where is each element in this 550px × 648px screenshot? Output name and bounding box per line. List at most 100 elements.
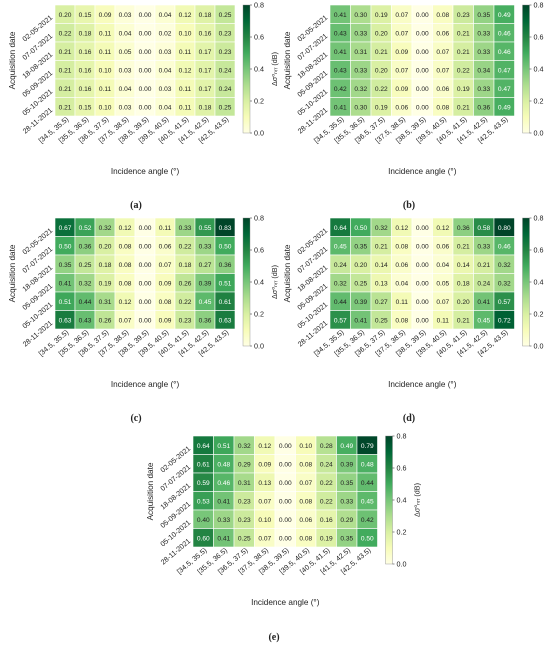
cell-value-label: 0.07: [395, 12, 408, 19]
cell-value-label: 0.00: [139, 105, 152, 112]
cell-value-label: 0.12: [179, 12, 192, 19]
cell-value-label: 0.00: [139, 86, 152, 93]
cell-value-label: 0.30: [354, 12, 367, 19]
cell-value-label: 0.08: [119, 281, 132, 288]
x-axis-label: Incidence angle (°): [388, 380, 457, 389]
cell-value-label: 0.23: [457, 12, 470, 19]
cell-value-label: 0.41: [477, 299, 490, 306]
heatmap-cell: [214, 310, 236, 330]
cell-value-label: 0.32: [498, 281, 511, 288]
cell-value-label: 0.61: [197, 462, 210, 469]
cell-value-label: 0.15: [79, 12, 92, 19]
colorbar-tick-label: 0.2: [534, 310, 544, 319]
cell-value-label: 0.20: [375, 68, 388, 75]
colorbar-tick-label: 0.6: [254, 246, 264, 255]
cell-value-label: 0.21: [375, 244, 388, 251]
cell-value-label: 0.19: [99, 281, 112, 288]
cell-value-label: 0.08: [299, 462, 312, 469]
colorbar: [522, 4, 530, 134]
cell-value-label: 0.28: [320, 443, 333, 450]
cell-value-label: 0.64: [334, 225, 347, 232]
cell-value-label: 0.00: [279, 443, 292, 450]
cell-value-label: 0.14: [457, 262, 470, 269]
cell-value-label: 0.00: [139, 244, 152, 251]
cell-value-label: 0.00: [139, 299, 152, 306]
cell-value-label: 0.11: [99, 86, 112, 93]
cell-value-label: 0.21: [375, 49, 388, 56]
cell-value-label: 0.04: [159, 68, 172, 75]
cell-value-label: 0.33: [477, 31, 490, 38]
colorbar: [522, 217, 530, 347]
cell-value-label: 0.44: [361, 480, 374, 487]
cell-value-label: 0.11: [179, 105, 192, 112]
cell-value-label: 0.23: [238, 517, 251, 524]
cell-value-label: 0.25: [375, 318, 388, 325]
y-axis-label: Acquisition date: [283, 31, 292, 89]
cell-value-label: 0.45: [361, 499, 374, 506]
cell-value-label: 0.21: [457, 105, 470, 112]
cell-value-label: 0.17: [199, 86, 212, 93]
cell-value-label: 0.10: [299, 443, 312, 450]
colorbar-tick-label: 0.0: [254, 342, 264, 351]
cell-value-label: 0.00: [416, 299, 429, 306]
cell-value-label: 0.36: [219, 262, 232, 269]
cell-value-label: 0.46: [217, 480, 230, 487]
cell-value-label: 0.34: [477, 68, 490, 75]
cell-value-label: 0.50: [219, 244, 232, 251]
cell-value-label: 0.51: [219, 281, 232, 288]
cell-value-label: 0.15: [79, 105, 92, 112]
cell-value-label: 0.48: [361, 462, 374, 469]
cell-value-label: 0.06: [436, 244, 449, 251]
cell-value-label: 0.48: [217, 462, 230, 469]
cell-value-label: 0.35: [477, 12, 490, 19]
cell-value-label: 0.21: [59, 105, 72, 112]
cell-value-label: 0.22: [320, 499, 333, 506]
cell-value-label: 0.08: [299, 536, 312, 543]
cell-value-label: 0.06: [395, 105, 408, 112]
cell-value-label: 0.14: [375, 262, 388, 269]
cell-value-label: 0.09: [159, 281, 172, 288]
colorbar-tick-label: 0.8: [534, 1, 544, 10]
cell-value-label: 0.20: [375, 31, 388, 38]
cell-value-label: 0.00: [139, 225, 152, 232]
cell-value-label: 0.11: [99, 31, 112, 38]
cell-value-label: 0.29: [238, 462, 251, 469]
cell-value-label: 0.11: [179, 49, 192, 56]
cell-value-label: 0.11: [437, 318, 450, 325]
cell-value-label: 0.72: [498, 318, 511, 325]
cell-value-label: 0.52: [79, 225, 92, 232]
cell-value-label: 0.00: [139, 318, 152, 325]
cell-value-label: 0.08: [436, 105, 449, 112]
cell-value-label: 0.26: [179, 281, 192, 288]
cell-value-label: 0.20: [59, 12, 72, 19]
cell-value-label: 0.57: [498, 299, 511, 306]
cell-value-label: 0.09: [395, 49, 408, 56]
cell-value-label: 0.47: [498, 68, 511, 75]
cell-value-label: 0.04: [159, 12, 172, 19]
colorbar-tick-label: 0.0: [534, 342, 544, 351]
cell-value-label: 0.35: [340, 536, 353, 543]
colorbar-label: Δσ⁰ₙᵣᵣ (dB): [270, 52, 279, 86]
x-axis-label: Incidence angle (°): [251, 598, 320, 607]
cell-value-label: 0.00: [279, 517, 292, 524]
colorbar-tick-label: 0.6: [534, 246, 544, 255]
colorbar-tick-label: 0.4: [534, 278, 544, 287]
colorbar-tick-label: 0.2: [254, 310, 264, 319]
cell-value-label: 0.25: [238, 536, 251, 543]
cell-value-label: 0.16: [79, 68, 92, 75]
colorbar-tick-label: 0.8: [254, 214, 264, 223]
cell-value-label: 0.35: [340, 480, 353, 487]
colorbar: [242, 217, 251, 347]
cell-value-label: 0.17: [199, 49, 212, 56]
cell-value-label: 0.51: [59, 299, 72, 306]
cell-value-label: 0.22: [179, 299, 192, 306]
x-axis-label: Incidence angle (°): [111, 167, 180, 176]
cell-value-label: 0.04: [395, 281, 408, 288]
x-axis-label: Incidence angle (°): [388, 167, 457, 176]
colorbar-tick-label: 0.0: [397, 560, 407, 569]
colorbar-tick-label: 0.6: [397, 464, 407, 473]
cell-value-label: 0.07: [436, 49, 449, 56]
cell-value-label: 0.00: [416, 244, 429, 251]
cell-value-label: 0.10: [99, 105, 112, 112]
